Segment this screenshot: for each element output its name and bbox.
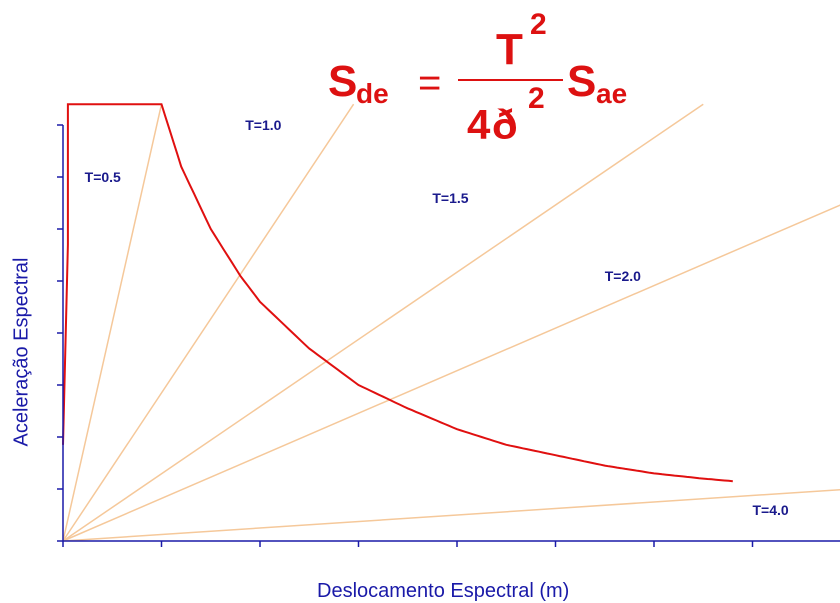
formula-lhs-s: S	[328, 57, 358, 106]
annotation-10: T=1.0	[245, 117, 281, 133]
formula-numerator-t: T	[496, 25, 523, 74]
y-axis-label: Aceleração Espectral	[10, 257, 33, 447]
annotation-20: T=2.0	[605, 268, 641, 284]
capacity-curve-group	[62, 103, 733, 483]
period-line-20	[62, 204, 840, 542]
annotation-15: T=1.5	[432, 190, 468, 206]
formula-rhs-s: S	[567, 57, 597, 106]
annotations-group: T=0.5 T=1.0 T=1.5 T=2.0 T=4.0	[85, 117, 789, 518]
formula: S de = T 2 4 ð 2 S ae	[0, 0, 840, 146]
period-line-40	[62, 488, 840, 542]
period-line-15	[62, 103, 704, 542]
formula-denominator-exponent: 2	[528, 82, 545, 115]
formula-denominator-coefficient: 4	[467, 101, 491, 148]
x-axis-label: Deslocamento Espectral (m)	[317, 580, 570, 602]
axes-group	[57, 124, 840, 547]
period-lines-group	[62, 103, 840, 542]
period-line-10	[62, 103, 355, 542]
formula-numerator-exponent: 2	[530, 8, 547, 41]
formula-rhs-subscript: ae	[596, 78, 628, 109]
formula-lhs-subscript: de	[356, 78, 389, 109]
period-line-05	[62, 104, 163, 542]
annotation-40: T=4.0	[753, 502, 789, 518]
fraction-bar	[458, 79, 563, 81]
capacity-curve	[62, 103, 733, 483]
formula-equals: =	[418, 61, 442, 105]
formula-denominator-symbol: ð	[492, 101, 518, 148]
annotation-05: T=0.5	[85, 169, 121, 185]
